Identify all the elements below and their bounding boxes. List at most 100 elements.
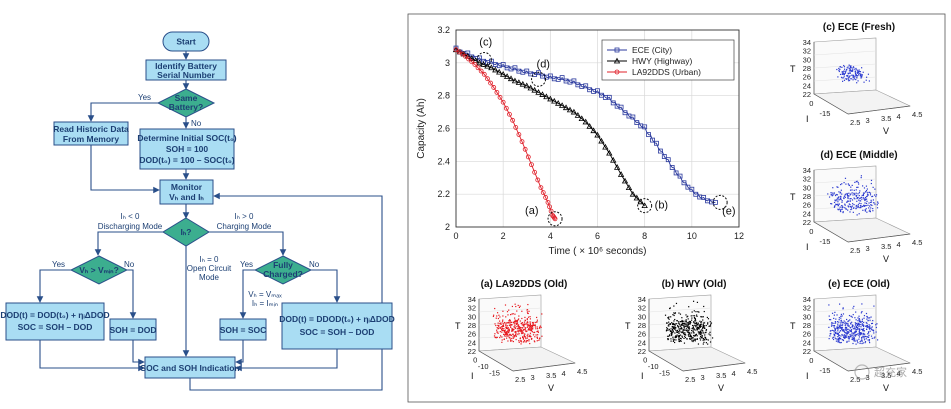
scatter-point: [525, 340, 527, 342]
scatter-point: [694, 329, 696, 331]
scatter-point: [684, 329, 686, 331]
scatter-point: [872, 186, 874, 188]
scatter-point: [860, 332, 862, 334]
scatter-point: [851, 205, 853, 207]
scatter-point: [509, 339, 512, 341]
scatter-point: [849, 326, 851, 329]
scatter-point: [534, 341, 536, 343]
scatter-point: [519, 329, 522, 331]
scatter-point: [847, 209, 849, 211]
scatter-point: [835, 193, 837, 196]
scatter-point: [848, 329, 851, 331]
scatter-point: [705, 332, 707, 334]
scatter-point: [674, 341, 676, 344]
scatter-point: [857, 181, 859, 184]
scatter-point: [515, 335, 517, 338]
scatter-point: [667, 338, 669, 340]
scatter-point: [863, 317, 865, 319]
v-axis-line: [682, 362, 746, 372]
scatter-point: [692, 337, 694, 339]
scatter-point: [873, 194, 876, 196]
scatter-point: [833, 193, 835, 195]
scatter-point: [841, 339, 843, 341]
scatter-point: [676, 319, 678, 322]
data-point-circle: [551, 215, 557, 221]
scatter-point: [496, 329, 498, 331]
scatter-point: [837, 197, 839, 199]
scatter-point: [531, 328, 533, 330]
scatter-point: [844, 72, 846, 74]
scatter-point: [838, 339, 840, 342]
scatter-point: [863, 327, 865, 330]
scatter-point: [527, 333, 529, 335]
scatter-point: [698, 332, 700, 334]
data-point-circle: [456, 49, 462, 55]
t-tick-label: 32: [803, 47, 811, 56]
scatter-point: [847, 325, 849, 327]
scatter-point: [837, 327, 840, 329]
scatter-point: [512, 329, 514, 331]
scatter-point: [687, 315, 689, 317]
scatter-point: [496, 326, 498, 329]
scatter-point: [683, 323, 685, 325]
scatter-point: [861, 303, 863, 305]
scatter-point: [666, 328, 669, 330]
scatter-point: [867, 333, 869, 335]
data-point-circle: [481, 71, 487, 77]
scatter-point: [684, 320, 686, 322]
scatter-point: [835, 203, 837, 205]
scatter-point: [843, 182, 845, 184]
scatter-point: [514, 313, 516, 315]
scatter-point: [856, 77, 858, 79]
scatter-point: [828, 196, 831, 198]
data-point-triangle: [629, 190, 637, 197]
scatter-point: [835, 338, 837, 340]
data-point-circle: [510, 117, 515, 123]
scatter-point: [684, 332, 686, 334]
v-axis-line: [847, 105, 911, 115]
scatter-point: [828, 338, 830, 340]
data-point-square: [630, 114, 636, 120]
scatter-point: [838, 317, 840, 319]
scatter-point: [870, 207, 872, 209]
scatter-point: [863, 192, 865, 194]
data-point-square: [536, 70, 541, 76]
scatter-point: [848, 203, 850, 205]
scatter-point: [672, 329, 674, 331]
scatter-point: [699, 332, 702, 334]
scatter-point: [506, 337, 508, 339]
t-tick-label: 22: [468, 347, 476, 356]
v-tick-label: 3: [866, 373, 870, 382]
scatter-point: [531, 325, 534, 327]
scatter-point: [862, 197, 864, 199]
scatter-point: [686, 326, 688, 328]
scatter-point: [848, 336, 850, 338]
data-point-square: [559, 75, 565, 81]
t-tick-label: 32: [803, 304, 811, 313]
scatter-point: [541, 313, 543, 315]
scatter-point: [689, 323, 691, 325]
scatter-point: [837, 327, 839, 330]
scatter-point: [856, 186, 858, 189]
scatter-point: [515, 338, 517, 341]
scatter-point: [510, 324, 513, 326]
scatter-point: [668, 316, 670, 318]
scatter-point: [680, 340, 682, 342]
scatter-point: [511, 313, 513, 315]
scatter-point: [696, 329, 698, 331]
scatter-point: [870, 179, 873, 182]
scatter-point: [684, 336, 687, 339]
scatter-point: [868, 210, 870, 212]
scatter-point: [512, 313, 514, 315]
t-tick-label: 28: [803, 192, 811, 201]
scatter-point: [501, 339, 503, 341]
scatter-point: [689, 333, 691, 335]
scatter-point: [860, 77, 862, 79]
scatter-point: [710, 323, 712, 325]
scatter-point: [859, 71, 862, 73]
scatter-point: [850, 186, 852, 188]
scatter-point: [676, 331, 679, 334]
scatter-point: [876, 207, 879, 209]
scatter-point: [863, 204, 865, 206]
